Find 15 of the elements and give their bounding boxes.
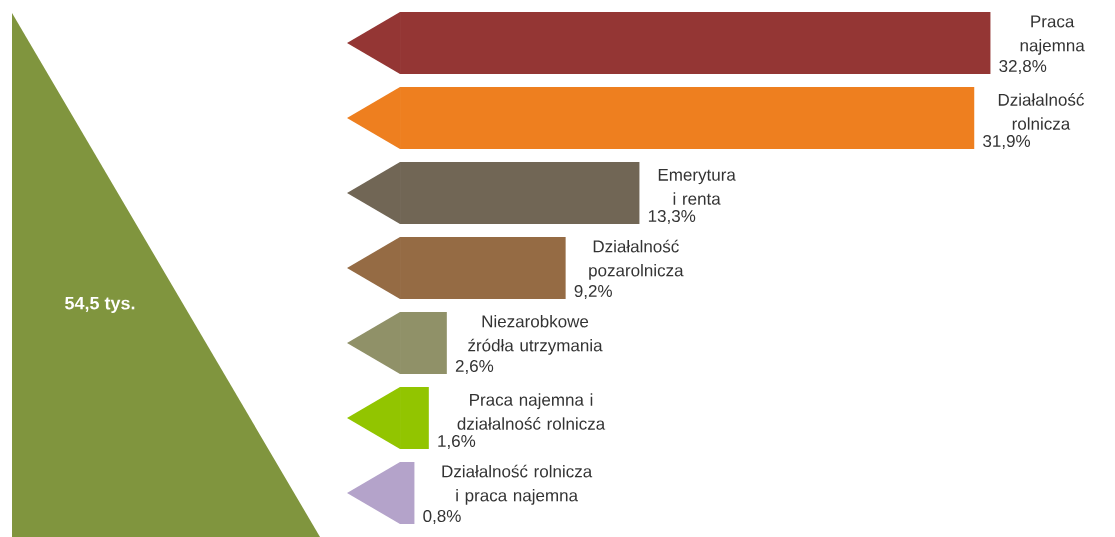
y-tick-label: Działalność pozarolnicza <box>589 239 684 280</box>
text: 54,5 tys. <box>65 296 135 314</box>
y-tick-label: Działalność rolnicza i praca najemna <box>442 464 593 505</box>
data-label: 2,6% <box>455 359 494 375</box>
data-label: 0,8% <box>423 509 461 525</box>
y-tick-label: Praca najemna <box>1020 15 1085 55</box>
data-label: 31,9% <box>983 134 1031 150</box>
data-label: 32,8% <box>999 59 1047 75</box>
y-tick-label: Działalność rolnicza <box>998 93 1084 130</box>
y-tick-label: Emerytura i renta <box>658 168 736 205</box>
y-tick-label: Praca najemna i działalność rolnicza <box>457 393 606 430</box>
data-label: 13,3% <box>648 209 696 225</box>
data-label: 9,2% <box>574 284 612 300</box>
data-label: 1,6% <box>438 434 476 450</box>
y-tick-label: Niezarobkowe źródła utrzymania <box>468 314 603 355</box>
